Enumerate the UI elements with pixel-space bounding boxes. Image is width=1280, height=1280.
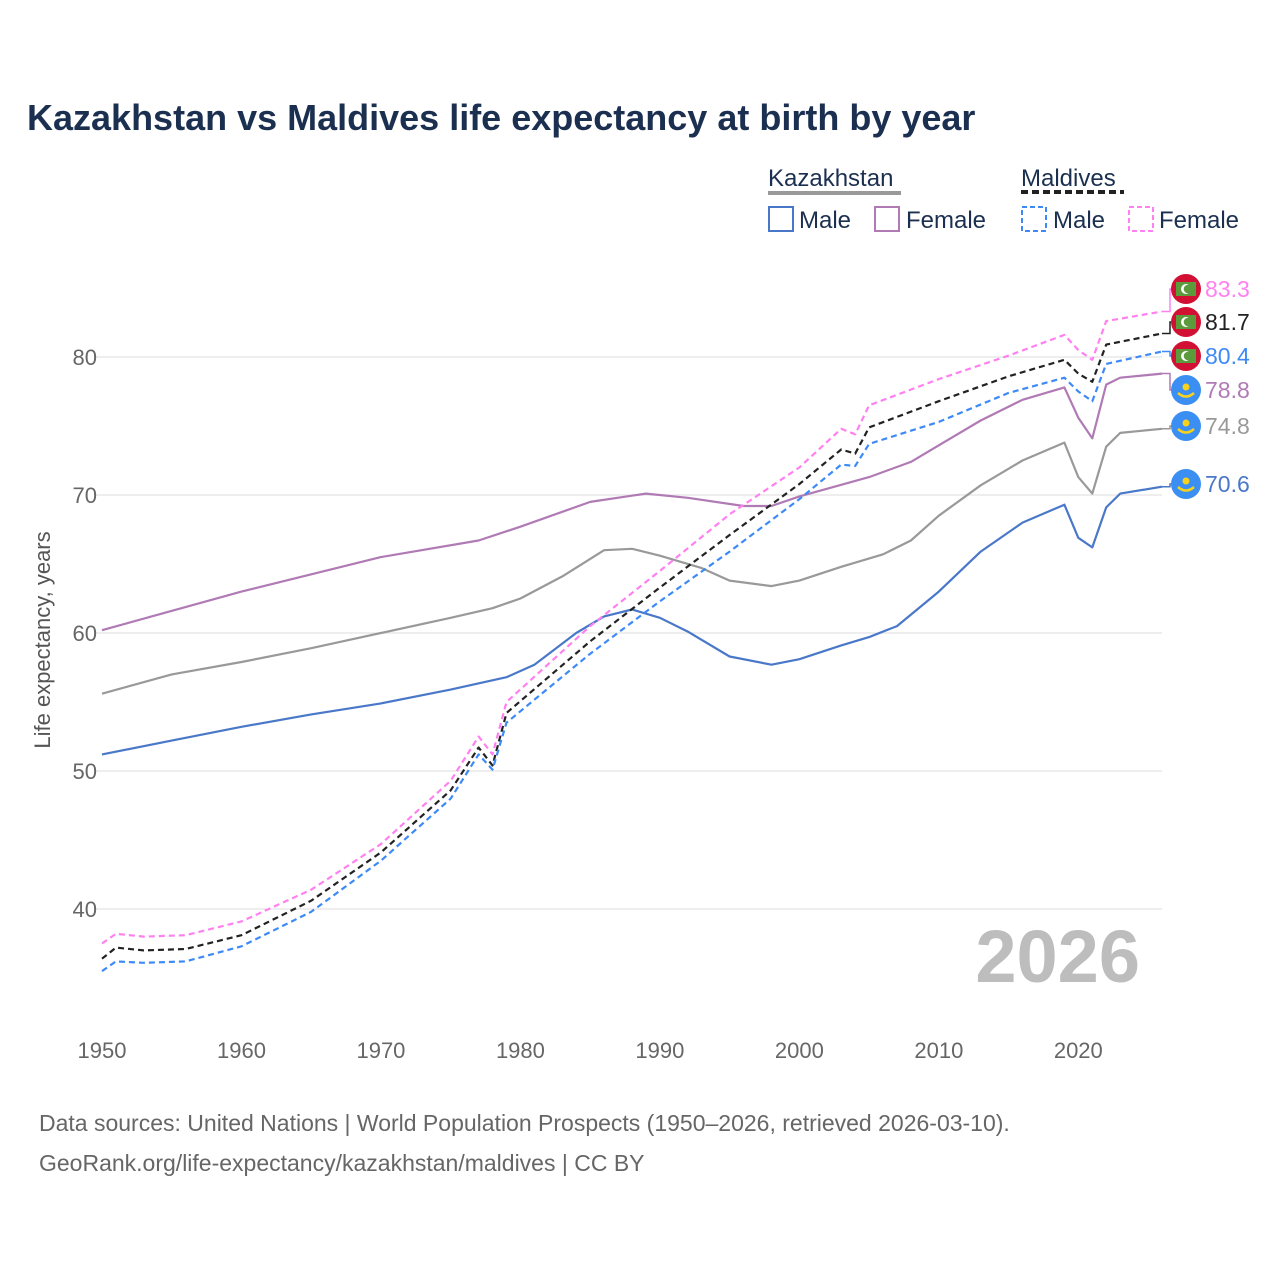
series-line-kazakhstan-female bbox=[101, 372, 1163, 632]
x-tick-label: 1960 bbox=[217, 1038, 266, 1063]
legend-group-kazakhstan: Kazakhstan bbox=[768, 165, 893, 192]
legend: Kazakhstan Male Female Maldives Male Fem… bbox=[768, 165, 1239, 234]
y-tick-label: 80 bbox=[73, 345, 97, 370]
end-value-label: 78.8 bbox=[1205, 377, 1250, 403]
chart-title: Kazakhstan vs Maldives life expectancy a… bbox=[27, 97, 975, 138]
end-value-label: 70.6 bbox=[1205, 471, 1250, 497]
x-tick-label: 2020 bbox=[1054, 1038, 1103, 1063]
footer-link[interactable]: GeoRank.org/life-expectancy/kazakhstan/m… bbox=[39, 1150, 645, 1176]
x-tick-label: 1980 bbox=[496, 1038, 545, 1063]
y-tick-label: 70 bbox=[73, 483, 97, 508]
series-lines bbox=[101, 310, 1163, 973]
legend-maldives-female-swatch bbox=[1128, 206, 1154, 232]
end-value-label: 83.3 bbox=[1205, 276, 1250, 302]
series-line-maldives-female bbox=[101, 310, 1163, 945]
y-tick-label: 60 bbox=[73, 621, 97, 646]
kazakhstan-flag-icon bbox=[1171, 411, 1201, 441]
legend-kazakhstan-female-swatch bbox=[874, 206, 900, 232]
legend-group-maldives: Maldives bbox=[1021, 165, 1116, 192]
kazakhstan-flag-icon bbox=[1171, 469, 1201, 499]
maldives-flag-icon bbox=[1171, 307, 1201, 337]
series-line-maldives bbox=[101, 332, 1163, 960]
series-line-kazakhstan-male bbox=[101, 485, 1163, 756]
x-tick-label: 1990 bbox=[635, 1038, 684, 1063]
legend-maldives-female-label: Female bbox=[1159, 207, 1239, 234]
y-axis-ticks: 40 50 60 70 80 bbox=[73, 345, 97, 922]
legend-kazakhstan-female-label: Female bbox=[906, 207, 986, 234]
year-watermark: 2026 bbox=[975, 915, 1140, 998]
series-line-maldives-male bbox=[101, 350, 1163, 973]
x-tick-label: 2000 bbox=[775, 1038, 824, 1063]
kazakhstan-flag-icon bbox=[1171, 375, 1201, 405]
legend-maldives-male-swatch bbox=[1021, 206, 1047, 232]
maldives-flag-icon bbox=[1171, 274, 1201, 304]
gridlines bbox=[95, 356, 1162, 910]
y-axis-label: Life expectancy, years bbox=[30, 531, 55, 748]
legend-kazakhstan-male-label: Male bbox=[799, 207, 851, 234]
maldives-flag-icon bbox=[1171, 341, 1201, 371]
y-tick-label: 40 bbox=[73, 897, 97, 922]
x-axis-ticks: 1950 1960 1970 1980 1990 2000 2010 2020 bbox=[78, 1038, 1103, 1063]
series-line-kazakhstan bbox=[101, 427, 1163, 695]
legend-maldives-male-label: Male bbox=[1053, 207, 1105, 234]
y-tick-label: 50 bbox=[73, 759, 97, 784]
end-value-label: 80.4 bbox=[1205, 343, 1250, 369]
end-labels: 74.8 70.6 78.8 81.7 80.4 83.3 bbox=[1162, 274, 1250, 499]
end-value-label: 81.7 bbox=[1205, 309, 1250, 335]
end-value-label: 74.8 bbox=[1205, 413, 1250, 439]
x-tick-label: 1970 bbox=[356, 1038, 405, 1063]
footer-source: Data sources: United Nations | World Pop… bbox=[39, 1110, 1010, 1136]
legend-kazakhstan-male-swatch bbox=[768, 206, 794, 232]
x-tick-label: 1950 bbox=[78, 1038, 127, 1063]
x-tick-label: 2010 bbox=[914, 1038, 963, 1063]
